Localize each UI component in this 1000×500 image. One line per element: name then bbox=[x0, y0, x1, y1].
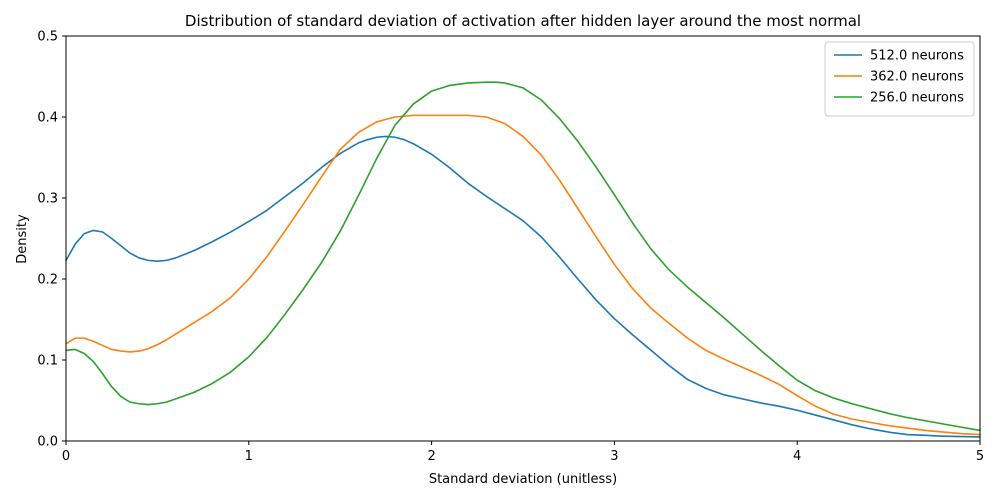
y-tick-label: 0.5 bbox=[37, 30, 58, 45]
series-layer bbox=[65, 81, 981, 438]
plot-frame bbox=[65, 35, 981, 442]
series-line-2 bbox=[65, 114, 981, 436]
y-tick-label: 0.3 bbox=[37, 192, 58, 207]
legend-label-1: 512.0 neurons bbox=[870, 49, 964, 64]
x-tick-label: 5 bbox=[976, 449, 984, 464]
axes-layer: 0 1 2 3 4 5 0.0 0.1 0.2 0.3 0.4 0.5 bbox=[37, 30, 984, 465]
y-tick-label: 0.4 bbox=[37, 111, 58, 126]
y-tick-label: 0.2 bbox=[37, 273, 58, 288]
x-tick-label: 4 bbox=[793, 449, 801, 464]
legend: 512.0 neurons 362.0 neurons 256.0 neurons bbox=[824, 41, 975, 117]
x-axis-label: Standard deviation (unitless) bbox=[429, 472, 617, 487]
chart-title: Distribution of standard deviation of ac… bbox=[185, 12, 861, 30]
x-tick-label: 3 bbox=[610, 449, 618, 464]
legend-label-3: 256.0 neurons bbox=[870, 91, 964, 106]
legend-box bbox=[824, 41, 975, 117]
legend-label-2: 362.0 neurons bbox=[870, 70, 964, 85]
y-tick-label: 0.0 bbox=[37, 435, 58, 450]
y-axis-label: Density bbox=[15, 214, 30, 264]
series-line-1 bbox=[65, 135, 981, 438]
x-tick-label: 0 bbox=[62, 449, 70, 464]
x-tick-label: 1 bbox=[245, 449, 253, 464]
y-tick-label: 0.1 bbox=[37, 354, 58, 369]
x-tick-label: 2 bbox=[427, 449, 435, 464]
series-line-3 bbox=[65, 81, 981, 432]
